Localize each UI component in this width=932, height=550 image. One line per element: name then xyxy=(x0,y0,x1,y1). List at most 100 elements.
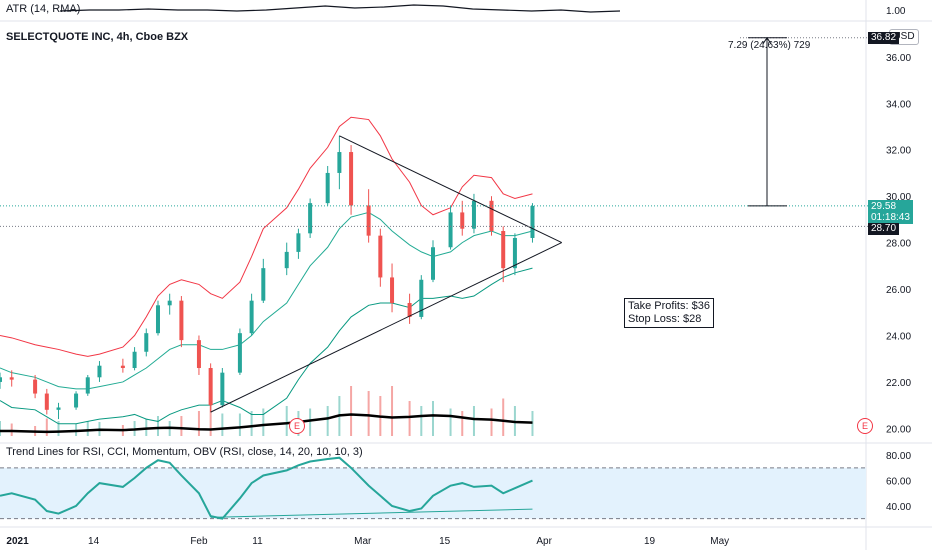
time-tick-label: 2021 xyxy=(6,536,29,547)
volume-bar xyxy=(391,386,394,436)
price-tick-label: 22.00 xyxy=(886,378,911,389)
price-tick-label: 34.00 xyxy=(886,99,911,110)
rsi-pane xyxy=(0,456,866,520)
candle-body xyxy=(167,300,172,306)
candle-body xyxy=(337,152,342,173)
candles xyxy=(0,135,535,420)
support-level-tag: 28.70 xyxy=(868,223,900,236)
volume-bar xyxy=(472,406,475,436)
volume-bar xyxy=(449,408,452,436)
volume-bar xyxy=(57,421,60,436)
target-level-tag: 36.82 xyxy=(868,31,900,44)
volume-bar xyxy=(367,391,370,436)
earnings-icon-future[interactable]: E xyxy=(857,418,873,434)
time-tick-label: Apr xyxy=(536,536,552,547)
atr-title: ATR (14, RMA) xyxy=(6,3,81,15)
last-price-tag: 29.58 01:18:43 xyxy=(868,199,913,224)
trade-note: Take Profits: $36 Stop Loss: $28 xyxy=(624,298,714,328)
candle-body xyxy=(56,407,61,410)
price-tick-label: 28.00 xyxy=(886,239,911,250)
volume-bar xyxy=(285,406,288,436)
bb-mid-line xyxy=(0,211,533,390)
measure-label: 7.29 (24.63%) 729 xyxy=(728,40,811,51)
symbol-title: SELECTQUOTE INC, 4h, Cboe BZX xyxy=(6,31,189,43)
candle-body xyxy=(296,233,301,252)
rsi-line xyxy=(0,456,533,520)
time-tick-label: Mar xyxy=(354,536,372,547)
candle-body xyxy=(471,200,476,229)
volume-bar xyxy=(461,411,464,436)
time-tick-label: 15 xyxy=(439,536,451,547)
candle-body xyxy=(261,268,266,301)
rsi-tick-label: 60.00 xyxy=(886,477,911,488)
volume-bar xyxy=(145,418,148,436)
volume-bar xyxy=(0,421,1,436)
time-tick-label: May xyxy=(710,536,729,547)
atr-tick-label: 1.00 xyxy=(886,6,906,17)
volume-bars xyxy=(0,386,534,436)
obv-line xyxy=(0,413,533,434)
rsi-tick-label: 40.00 xyxy=(886,502,911,513)
candle-body xyxy=(120,365,125,369)
volume-bar xyxy=(221,413,224,436)
volume-bar xyxy=(408,401,411,436)
last-price: 29.58 xyxy=(871,200,897,212)
candle-body xyxy=(179,300,184,341)
price-tick-label: 26.00 xyxy=(886,285,911,296)
upper-trendline xyxy=(339,135,562,244)
stop-loss-text: Stop Loss: $28 xyxy=(628,313,702,325)
volume-bar xyxy=(309,408,312,436)
candle-body xyxy=(448,212,453,248)
volume-bar xyxy=(326,406,329,436)
rsi-band-fill xyxy=(0,467,866,519)
measure-arrowhead xyxy=(762,36,772,45)
bb-lower-line xyxy=(0,267,533,425)
candle-body xyxy=(208,368,213,406)
candle-body xyxy=(460,212,465,229)
candle-body xyxy=(249,300,254,334)
candle-body xyxy=(0,377,2,382)
candle-body xyxy=(419,279,424,317)
volume-bar xyxy=(209,401,212,436)
take-profits-text: Take Profits: $36 xyxy=(628,300,710,312)
candle-body xyxy=(325,172,330,204)
candle-body xyxy=(366,205,371,236)
axes: 1.00 20.00 22.00 24.00 26.00 28.00 30.00 32.00 3… xyxy=(6,6,911,547)
price-tick-label: 36.00 xyxy=(886,53,911,64)
rsi-tick-label: 80.00 xyxy=(886,451,911,462)
candle-body xyxy=(349,152,354,206)
candle-body xyxy=(378,235,383,278)
lower-trendline xyxy=(210,242,562,413)
candle-body xyxy=(390,277,395,303)
candle-body xyxy=(220,372,225,406)
candle-body xyxy=(74,393,79,408)
atr-pane xyxy=(59,4,621,13)
candle-body xyxy=(196,340,201,369)
volume-bar xyxy=(490,408,493,436)
volume-bar xyxy=(262,408,265,436)
candle-body xyxy=(407,302,412,317)
rsi-title: Trend Lines for RSI, CCI, Momentum, OBV … xyxy=(6,446,363,458)
triangle-trendlines xyxy=(0,36,868,413)
volume-bar xyxy=(531,411,534,436)
bb-upper-line xyxy=(0,116,533,357)
time-tick-label: 19 xyxy=(644,536,656,547)
time-tick-label: Feb xyxy=(190,536,208,547)
candle-body xyxy=(530,205,535,238)
bar-countdown: 01:18:43 xyxy=(871,211,910,223)
earnings-icon[interactable]: E xyxy=(289,418,305,434)
candle-body xyxy=(155,305,160,334)
volume-bar xyxy=(238,413,241,436)
time-tick-label: 14 xyxy=(88,536,100,547)
volume-bar xyxy=(420,406,423,436)
price-tick-label: 30.00 xyxy=(886,192,911,203)
price-tick-label: 20.00 xyxy=(886,424,911,435)
volume-bar xyxy=(86,421,89,436)
volume-bar xyxy=(180,416,183,436)
volume-bar xyxy=(432,401,434,436)
candle-body xyxy=(44,393,49,410)
bollinger-bands xyxy=(0,116,533,425)
